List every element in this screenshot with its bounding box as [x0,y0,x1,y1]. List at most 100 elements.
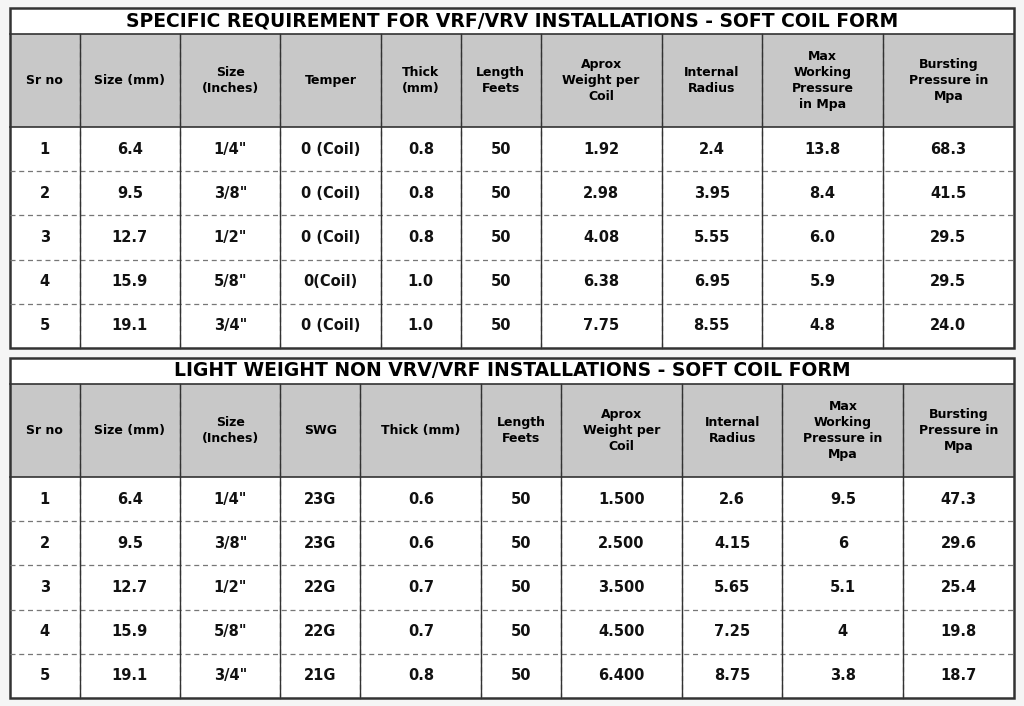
Text: 3/4": 3/4" [214,669,247,683]
Text: 1: 1 [40,142,50,157]
Text: 18.7: 18.7 [941,669,977,683]
Text: 6.4: 6.4 [117,142,142,157]
Text: 4: 4 [838,624,848,639]
Text: SPECIFIC REQUIREMENT FOR VRF/VRV INSTALLATIONS - SOFT COIL FORM: SPECIFIC REQUIREMENT FOR VRF/VRV INSTALL… [126,11,898,30]
Text: 1: 1 [40,491,50,507]
Text: Length
Feets: Length Feets [497,416,546,445]
Text: 3.8: 3.8 [829,669,856,683]
Bar [10,171,1014,215]
Bar [10,521,1014,566]
Text: 5: 5 [40,318,50,333]
Text: 5.9: 5.9 [809,274,836,289]
Text: Sr no: Sr no [27,424,63,437]
Text: 47.3: 47.3 [941,491,977,507]
Text: 50: 50 [490,186,511,201]
Text: 8.75: 8.75 [714,669,751,683]
Text: Internal
Radius: Internal Radius [705,416,760,445]
Text: 0.6: 0.6 [408,491,434,507]
Text: 4: 4 [40,624,50,639]
Text: 19.1: 19.1 [112,318,148,333]
Text: 50: 50 [490,142,511,157]
Text: 0.8: 0.8 [408,186,434,201]
Text: 21G: 21G [304,669,337,683]
Text: Aprox
Weight per
Coil: Aprox Weight per Coil [583,408,660,453]
Text: 29.5: 29.5 [931,230,967,245]
Text: 1/4": 1/4" [214,142,247,157]
Text: 3/8": 3/8" [214,536,247,551]
Text: 41.5: 41.5 [931,186,967,201]
Text: 50: 50 [490,230,511,245]
Text: 1.0: 1.0 [408,318,434,333]
Text: 9.5: 9.5 [117,536,143,551]
Bar [10,654,1014,698]
Text: 0.8: 0.8 [408,230,434,245]
Text: 0.6: 0.6 [408,536,434,551]
Text: 7.75: 7.75 [583,318,620,333]
Text: 6.4: 6.4 [117,491,142,507]
Text: 50: 50 [490,274,511,289]
Bar [10,358,1014,383]
Text: 29.6: 29.6 [941,536,977,551]
Text: 24.0: 24.0 [931,318,967,333]
Text: Internal
Radius: Internal Radius [684,66,739,95]
Text: 15.9: 15.9 [112,274,148,289]
Bar [10,358,1014,698]
Text: 4.8: 4.8 [809,318,836,333]
Text: 5: 5 [40,669,50,683]
Text: Thick
(mm): Thick (mm) [402,66,439,95]
Text: 5.55: 5.55 [693,230,730,245]
Text: 12.7: 12.7 [112,230,147,245]
Text: Max
Working
Pressure in
Mpa: Max Working Pressure in Mpa [803,400,883,461]
Text: 6: 6 [838,536,848,551]
Text: Aprox
Weight per
Coil: Aprox Weight per Coil [562,58,640,103]
Text: 25.4: 25.4 [941,580,977,595]
Text: 9.5: 9.5 [829,491,856,507]
Text: 3: 3 [40,230,50,245]
Text: 5/8": 5/8" [214,274,247,289]
Text: 1.92: 1.92 [583,142,620,157]
Text: 2.98: 2.98 [583,186,620,201]
Text: 2.6: 2.6 [719,491,745,507]
Text: 19.1: 19.1 [112,669,148,683]
Text: 3.95: 3.95 [693,186,730,201]
Bar [10,260,1014,304]
Text: 8.55: 8.55 [693,318,730,333]
Text: 6.0: 6.0 [809,230,836,245]
Bar [10,566,1014,609]
Text: 0.8: 0.8 [408,669,434,683]
Text: Temper: Temper [305,73,356,87]
Bar [10,215,1014,260]
Text: 0 (Coil): 0 (Coil) [301,318,360,333]
Text: 22G: 22G [304,580,337,595]
Text: 50: 50 [511,624,531,639]
Text: 2: 2 [40,186,50,201]
Bar [10,127,1014,171]
Bar [10,609,1014,654]
Text: 23G: 23G [304,536,337,551]
Text: 15.9: 15.9 [112,624,148,639]
Text: Size (mm): Size (mm) [94,424,165,437]
Text: Bursting
Pressure in
Mpa: Bursting Pressure in Mpa [919,408,998,453]
Text: 3: 3 [40,580,50,595]
Text: 4.15: 4.15 [714,536,751,551]
Bar [10,33,1014,127]
Text: 3/8": 3/8" [214,186,247,201]
Text: Length
Feets: Length Feets [476,66,525,95]
Text: 1/4": 1/4" [214,491,247,507]
Text: 7.25: 7.25 [714,624,751,639]
Text: 4.500: 4.500 [598,624,645,639]
Text: 0 (Coil): 0 (Coil) [301,230,360,245]
Text: 5.1: 5.1 [829,580,856,595]
Text: SWG: SWG [304,424,337,437]
Text: 8.4: 8.4 [809,186,836,201]
Text: 3.500: 3.500 [598,580,645,595]
Text: 23G: 23G [304,491,337,507]
Text: 50: 50 [511,580,531,595]
Text: 1.0: 1.0 [408,274,434,289]
Bar [10,8,1014,348]
Text: 0.8: 0.8 [408,142,434,157]
Text: 0 (Coil): 0 (Coil) [301,142,360,157]
Text: Bursting
Pressure in
Mpa: Bursting Pressure in Mpa [908,58,988,103]
Text: Sr no: Sr no [27,73,63,87]
Text: 50: 50 [511,669,531,683]
